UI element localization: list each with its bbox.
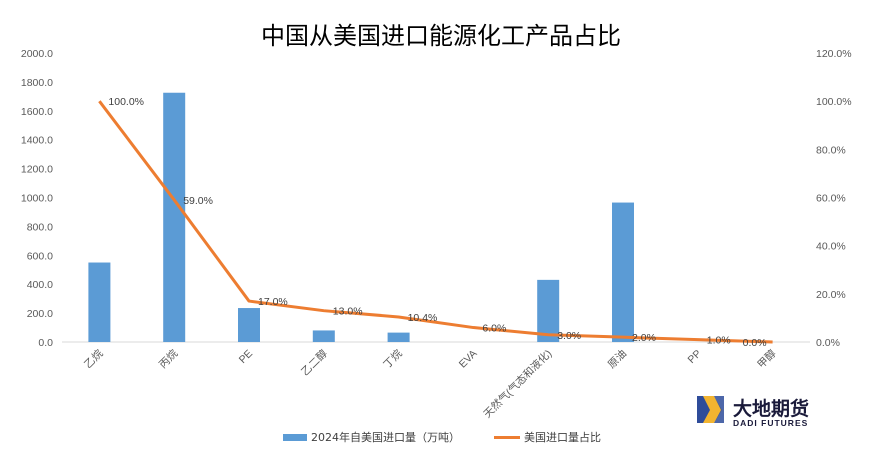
y-left-tick-label: 1600.0 (21, 106, 53, 118)
line-data-label: 2.0% (632, 332, 656, 344)
y-left-tick-label: 600.0 (27, 250, 53, 262)
y-left-tick-label: 1400.0 (21, 135, 53, 147)
y-right-tick-label: 80.0% (816, 144, 846, 156)
x-tick-label: 乙二醇 (298, 347, 330, 379)
y-right-tick-label: 60.0% (816, 193, 846, 205)
line-data-label: 3.0% (557, 330, 581, 342)
bar (88, 262, 111, 342)
y-left-tick-label: 1000.0 (21, 193, 53, 205)
line-data-label: 10.4% (408, 312, 438, 324)
x-ticks-group: 乙烷 丙烷 PE 乙二醇 丁烷 EVA 天然气(气态和液化) 原油 PP 甲醇 (81, 347, 779, 421)
x-tick-label: 甲醇 (755, 347, 779, 371)
x-tick-label: 天然气(气态和液化) (481, 347, 555, 421)
y-left-tick-label: 200.0 (27, 308, 53, 320)
line-data-label: 6.0% (482, 323, 506, 335)
x-tick-label: 乙烷 (81, 347, 105, 371)
company-logo: 大地期货 DADI FUTURES (697, 396, 809, 428)
legend-label-bars: 2024年自美国进口量（万吨） (311, 430, 460, 444)
line-data-label: 59.0% (183, 195, 213, 207)
line-data-label: 0.0% (743, 337, 767, 349)
bars-group (88, 92, 634, 342)
line-data-label: 100.0% (108, 96, 144, 108)
y-left-tick-label: 0.0 (38, 337, 53, 349)
y-left-tick-label: 800.0 (27, 221, 53, 233)
data-labels-group: 100.0% 59.0% 17.0% 13.0% 10.4% 6.0% 3.0% 2.0% 1.… (108, 96, 766, 349)
y-left-tick-label: 2000.0 (21, 48, 53, 60)
chart-title: 中国从美国进口能源化工产品占比 (261, 22, 621, 50)
line-data-label: 17.0% (258, 296, 288, 308)
x-tick-label: 丁烷 (381, 347, 405, 371)
x-tick-label: PE (237, 348, 255, 366)
bar (612, 202, 634, 342)
line-series (98, 100, 773, 344)
axes-group: 0.0 200.0 400.0 600.0 800.0 1000.0 1200.0 1400.… (21, 48, 852, 349)
line-data-label: 1.0% (707, 335, 731, 347)
bar (163, 92, 186, 342)
y-right-tick-label: 120.0% (816, 48, 852, 60)
bar (387, 332, 410, 342)
y-right-tick-label: 20.0% (816, 289, 846, 301)
y-right-tick-label: 100.0% (816, 96, 852, 108)
y-left-tick-label: 400.0 (27, 279, 53, 291)
bar (312, 330, 335, 342)
x-tick-label: 丙烷 (156, 347, 180, 371)
x-tick-label: EVA (457, 348, 480, 371)
y-right-tick-label: 0.0% (816, 337, 840, 349)
y-right-tick-label: 40.0% (816, 241, 846, 253)
legend: 2024年自美国进口量（万吨） 美国进口量占比 (283, 430, 601, 444)
bar (537, 279, 560, 342)
x-tick-label: PP (686, 348, 704, 366)
legend-swatch-bars (283, 434, 307, 441)
bar (238, 308, 260, 342)
legend-label-line: 美国进口量占比 (524, 430, 601, 444)
logo-mark-icon (697, 396, 724, 423)
line-data-label: 13.0% (333, 306, 363, 318)
logo-name-cn: 大地期货 (733, 397, 809, 420)
x-tick-label: 原油 (605, 347, 629, 371)
line-group (98, 100, 773, 344)
y-left-tick-label: 1200.0 (21, 164, 53, 176)
logo-name-en: DADI FUTURES (733, 418, 808, 428)
y-left-tick-label: 1800.0 (21, 77, 53, 89)
